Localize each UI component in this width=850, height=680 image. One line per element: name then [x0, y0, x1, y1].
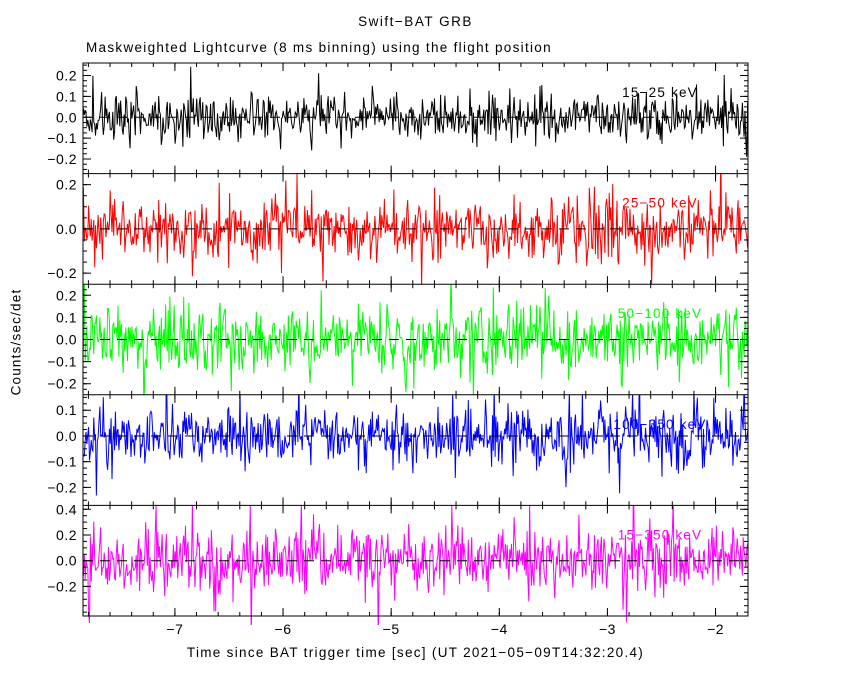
y-tick-label: −0.2: [47, 479, 77, 495]
y-tick-label: −0.1: [47, 454, 77, 470]
x-tick-label: −2: [707, 621, 724, 637]
y-tick-label: −0.2: [47, 265, 77, 281]
x-tick-label: −6: [275, 621, 292, 637]
y-tick-label: 0.0: [56, 221, 77, 237]
plot-frame: [82, 62, 749, 617]
y-tick-label: −0.2: [47, 151, 77, 167]
band-label-3: 100−350 keV: [613, 417, 706, 432]
band-label-2: 50−100 keV: [618, 306, 702, 321]
lightcurve-trace-0: [83, 66, 748, 157]
y-tick-label: 0.0: [56, 428, 77, 444]
x-tick-label: −7: [166, 621, 183, 637]
y-tick-label: −0.1: [47, 130, 77, 146]
lightcurve-trace-3: [83, 394, 748, 496]
y-tick-label: 0.2: [56, 287, 77, 303]
y-tick-label: 0.2: [56, 68, 77, 84]
y-tick-label: −0.2: [47, 578, 77, 594]
y-tick-label: 0.4: [56, 501, 77, 517]
x-axis-label: Time since BAT trigger time [sec] (UT 20…: [186, 645, 645, 660]
y-tick-label: −0.2: [47, 376, 77, 392]
y-axis-label-text: Counts/sec/det: [8, 288, 24, 396]
lightcurve-trace-1: [83, 173, 748, 285]
y-tick-label: 0.1: [56, 402, 77, 418]
x-tick-label: −5: [383, 621, 400, 637]
y-tick-label: −0.1: [47, 354, 77, 370]
band-label-1: 25−50 keV: [622, 196, 698, 211]
y-tick-label: 0.1: [56, 88, 77, 104]
y-tick-label: 0.0: [56, 332, 77, 348]
y-tick-label: 0.2: [56, 527, 77, 543]
lightcurve-trace-2: [83, 284, 748, 395]
lightcurve-trace-4: [83, 505, 748, 625]
y-tick-label: 0.0: [56, 553, 77, 569]
y-tick-label: 0.0: [56, 109, 77, 125]
x-tick-label: −4: [491, 621, 508, 637]
chart-title: Swift−BAT GRB: [358, 14, 473, 29]
x-tick-label: −3: [599, 621, 616, 637]
y-tick-label: 0.1: [56, 309, 77, 325]
y-tick-label: 0.2: [56, 177, 77, 193]
chart-subtitle: Maskweighted Lightcurve (8 ms binning) u…: [86, 40, 552, 55]
band-label-4: 15−350 keV: [618, 527, 702, 542]
band-label-0: 15−25 keV: [622, 85, 698, 100]
